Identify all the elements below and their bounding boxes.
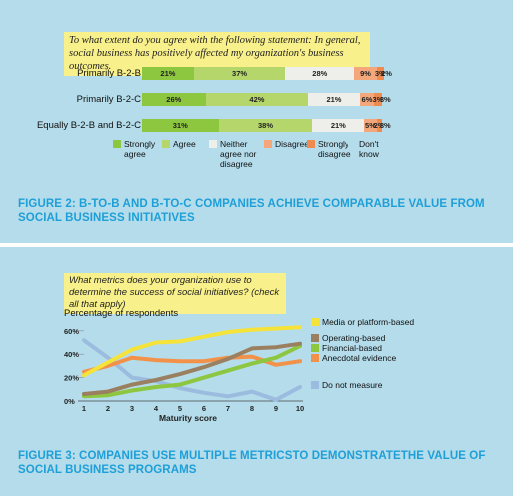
- series-line: [82, 325, 302, 378]
- bar-segment: 21%: [312, 119, 365, 132]
- y-tick-label: 20%: [64, 374, 79, 383]
- bar-segment: 2%: [373, 119, 385, 132]
- bar-segment: 3%: [374, 67, 386, 80]
- legend-label: Financial-based: [322, 343, 382, 353]
- bar-row: 31% 38% 21% 5% 2% 3%: [142, 119, 391, 132]
- legend-swatch: [307, 140, 315, 148]
- y-tick-label: 60%: [64, 327, 79, 336]
- bar-segment: 37%: [193, 67, 286, 80]
- bar-segment: 26%: [142, 93, 206, 106]
- series-line: [82, 341, 302, 396]
- legend-label: Strongly disagree: [318, 139, 351, 159]
- bar-segment: 5%: [364, 119, 377, 132]
- legend-swatch: [311, 318, 319, 326]
- bar-segment: 38%: [218, 119, 313, 132]
- bar-segment: 3%: [379, 93, 391, 106]
- legend-swatch: [311, 334, 319, 342]
- legend-label: Media or platform-based: [322, 317, 414, 327]
- series-line: [82, 344, 302, 399]
- figure-2-caption: FIGURE 2: B-TO-B AND B-TO-C COMPANIES AC…: [18, 198, 485, 224]
- legend-label: Do not measure: [322, 380, 383, 390]
- x-tick-label: 3: [130, 404, 134, 413]
- y-tick-label: 40%: [64, 350, 79, 359]
- legend-label: Neither agree nor disagree: [220, 139, 257, 169]
- legend-swatch: [311, 344, 319, 352]
- legend-swatch: [311, 354, 319, 362]
- bar-segment: 21%: [308, 93, 360, 106]
- x-tick-label: 4: [154, 404, 159, 413]
- y-tick-label: 0%: [64, 397, 75, 406]
- legend-label: Agree: [173, 139, 196, 149]
- bar-segment: 6%: [359, 93, 375, 106]
- bar-row: 26% 42% 21% 6% 3% 3%: [142, 93, 391, 106]
- bar-segment: 31%: [142, 119, 219, 132]
- bar-segment: 3%: [379, 119, 391, 132]
- bar-row-label: Primarily B-2-B: [77, 68, 141, 79]
- x-tick-label: 2: [106, 404, 110, 413]
- figure-3-y-axis-label: Percentage of respondents: [64, 308, 179, 319]
- legend-swatch: [348, 140, 356, 148]
- x-tick-label: 8: [250, 404, 254, 413]
- bar-row: 21% 37% 28% 9% 3% 2%: [142, 67, 392, 80]
- panel-divider: [0, 243, 513, 247]
- legend-swatch: [162, 140, 170, 148]
- legend-swatch: [264, 140, 272, 148]
- series-line: [82, 338, 302, 402]
- bar-segment: 21%: [142, 67, 194, 80]
- bar-segment: 9%: [354, 67, 377, 80]
- bar-segment: 2%: [381, 67, 392, 80]
- legend-label: Strongly agree: [124, 139, 156, 159]
- figure-3-question: What metrics does your organization use …: [64, 273, 286, 314]
- x-tick-label: 6: [202, 404, 206, 413]
- legend-swatch: [311, 381, 319, 389]
- bar-row-label: Equally B-2-B and B-2-C: [36, 120, 141, 131]
- bar-segment: 28%: [285, 67, 355, 80]
- figure-2-panel: To what extent do you agree with the fol…: [0, 0, 513, 243]
- bar-segment: 3%: [372, 93, 384, 106]
- legend-label: Operating-based: [322, 333, 386, 343]
- legend-label: Disagree: [275, 139, 310, 149]
- x-tick-label: 9: [274, 404, 278, 413]
- legend-swatch: [209, 140, 217, 148]
- x-axis-label: Maturity score: [159, 413, 217, 423]
- x-tick-label: 1: [82, 404, 86, 413]
- x-tick-label: 5: [178, 404, 182, 413]
- legend-label: Don't know: [359, 139, 379, 159]
- figure-3-caption: FIGURE 3: COMPANIES USE MULTIPLE METRICS…: [18, 450, 486, 476]
- x-tick-label: 10: [296, 404, 304, 413]
- legend-label: Anecdotal evidence: [322, 353, 396, 363]
- legend-swatch: [113, 140, 121, 148]
- bar-segment: 42%: [205, 93, 309, 106]
- bar-row-label: Primarily B-2-C: [76, 94, 141, 105]
- x-tick-label: 7: [226, 404, 230, 413]
